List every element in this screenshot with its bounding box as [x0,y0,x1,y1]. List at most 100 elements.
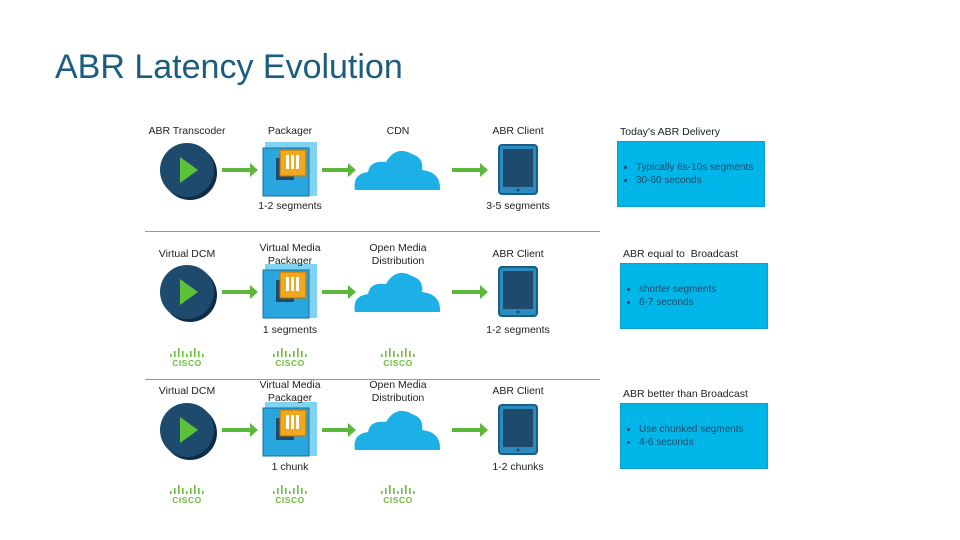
arrow-head [250,285,258,299]
logo-bar [178,348,180,357]
logo-bar [170,491,172,494]
logo-bar [405,485,407,494]
logo-bar [190,488,192,494]
node-label: Virtual Media Packager [259,242,324,267]
info-box: Use chunked segments4-6 seconds [620,403,768,469]
cisco-logo: CISCO [172,495,202,505]
tablet-button [516,188,520,192]
logo-bar [409,351,411,357]
separator [145,379,600,380]
bar-stripe [291,415,294,429]
logo-bar [194,485,196,494]
info-box: Typically 6s-10s segments30-60 seconds [617,141,765,207]
bullet-list: Typically 6s-10s segments30-60 seconds [618,161,764,187]
logo-bars [273,485,307,494]
bar-stripe [286,155,289,169]
logo-bar [194,348,196,357]
bullet: 4-6 seconds [639,436,767,449]
node-label: Virtual Media Packager [259,379,324,404]
box-title: Today's ABR Delivery [620,126,721,138]
logo-bar [305,354,307,357]
bullet: 6-7 seconds [639,296,767,309]
tablet-button [516,310,520,314]
logo-bar [182,351,184,357]
play [180,417,198,443]
transcoder-icon [160,265,217,322]
arrow [452,285,488,299]
arrow [222,285,258,299]
bar-stripe [291,155,294,169]
cube-box [279,409,307,437]
arrow [222,423,258,437]
logo-bar [413,354,415,357]
logo-bar [273,491,275,494]
arrow-head [250,423,258,437]
packager-icon [262,264,317,319]
arrow [322,285,356,299]
logo-bar [405,348,407,357]
cisco-logo: CISCO [383,495,413,505]
tablet-button [516,448,520,452]
node-label: CDN [386,125,410,137]
logo-bars [273,348,307,357]
bar-stripe [296,155,299,169]
logo-bar [301,351,303,357]
logo-bar [186,354,188,357]
tablet-screen [503,409,533,447]
logo-bar [277,488,279,494]
slide-title: ABR Latency Evolution [55,48,403,86]
tablet-icon [498,266,538,317]
bar-stripe [291,277,294,291]
logo-bar [170,354,172,357]
logo-bar [401,351,403,357]
arrow [322,423,356,437]
logo-bar [385,488,387,494]
logo-bar [381,354,383,357]
logo-bars [381,348,415,357]
bar-stripe [286,277,289,291]
logo-bar [202,354,204,357]
logo-bar [289,491,291,494]
packager-icon [262,402,317,457]
cube-box [279,149,307,177]
arrow [322,163,356,177]
node-label: Packager [267,125,313,137]
logo-bars [381,485,415,494]
logo-bar [273,354,275,357]
tablet-screen [503,271,533,309]
bullet-list: shorter segments6-7 seconds [621,283,767,309]
logo-bar [389,348,391,357]
arrow [222,163,258,177]
node-label: Virtual DCM [158,385,216,397]
logo-bar [277,351,279,357]
node-label: Open Media Distribution [369,242,430,267]
arrow-head [348,163,356,177]
logo-bar [186,491,188,494]
logo-bar [174,488,176,494]
cisco-logo: CISCO [383,358,413,368]
cloud-icon [354,150,441,190]
logo-bar [293,488,295,494]
cloud-icon [354,410,441,450]
note: 3-5 segments [486,200,550,212]
node-label: Virtual DCM [158,248,216,260]
arrow-head [480,285,488,299]
cisco-logo: CISCO [172,358,202,368]
tablet-screen [503,149,533,187]
bullet: 30-60 seconds [636,174,764,187]
note: 1-2 segments [258,200,322,212]
bar-stripe [296,415,299,429]
logo-bar [289,354,291,357]
bullet: shorter segments [639,283,767,296]
arrow-head [348,423,356,437]
bullet: Typically 6s-10s segments [636,161,764,174]
logo-bar [297,348,299,357]
bar-stripe [286,415,289,429]
cisco-logo: CISCO [275,495,305,505]
logo-bar [285,488,287,494]
node-label: ABR Transcoder [148,125,226,137]
logo-bar [297,485,299,494]
node-label: ABR Client [492,125,544,137]
box-title: ABR equal to Broadcast [623,248,738,260]
